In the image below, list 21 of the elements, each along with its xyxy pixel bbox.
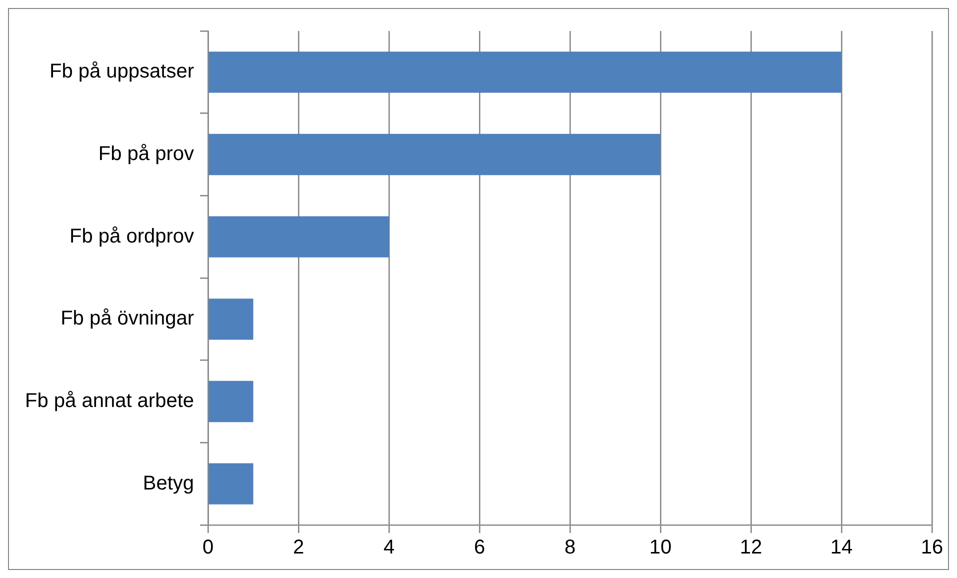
y-tick-label: Betyg bbox=[142, 472, 194, 494]
bar bbox=[208, 380, 254, 422]
bar bbox=[208, 134, 661, 176]
x-tick-label: 12 bbox=[740, 536, 762, 559]
bar bbox=[208, 52, 842, 93]
y-tick-label: Fb på uppsatser bbox=[49, 60, 194, 83]
bar bbox=[208, 298, 254, 340]
x-tick-label: 4 bbox=[383, 536, 395, 559]
x-tick-label: 2 bbox=[292, 536, 304, 559]
y-tick-label: Fb på övningar bbox=[60, 308, 194, 330]
y-tick-label: Fb på ordprov bbox=[70, 225, 194, 248]
x-tick-label: 8 bbox=[564, 536, 576, 559]
x-tick-label: 10 bbox=[649, 536, 672, 559]
x-tick-label: 0 bbox=[202, 536, 214, 559]
y-tick-label: Fb på annat arbete bbox=[25, 390, 194, 412]
x-tick-label: 14 bbox=[830, 536, 853, 559]
y-tick-label: Fb på prov bbox=[98, 143, 194, 166]
x-tick-label: 6 bbox=[474, 536, 486, 559]
x-tick-label: 16 bbox=[920, 536, 944, 559]
bar bbox=[208, 463, 254, 504]
bar bbox=[208, 216, 390, 258]
